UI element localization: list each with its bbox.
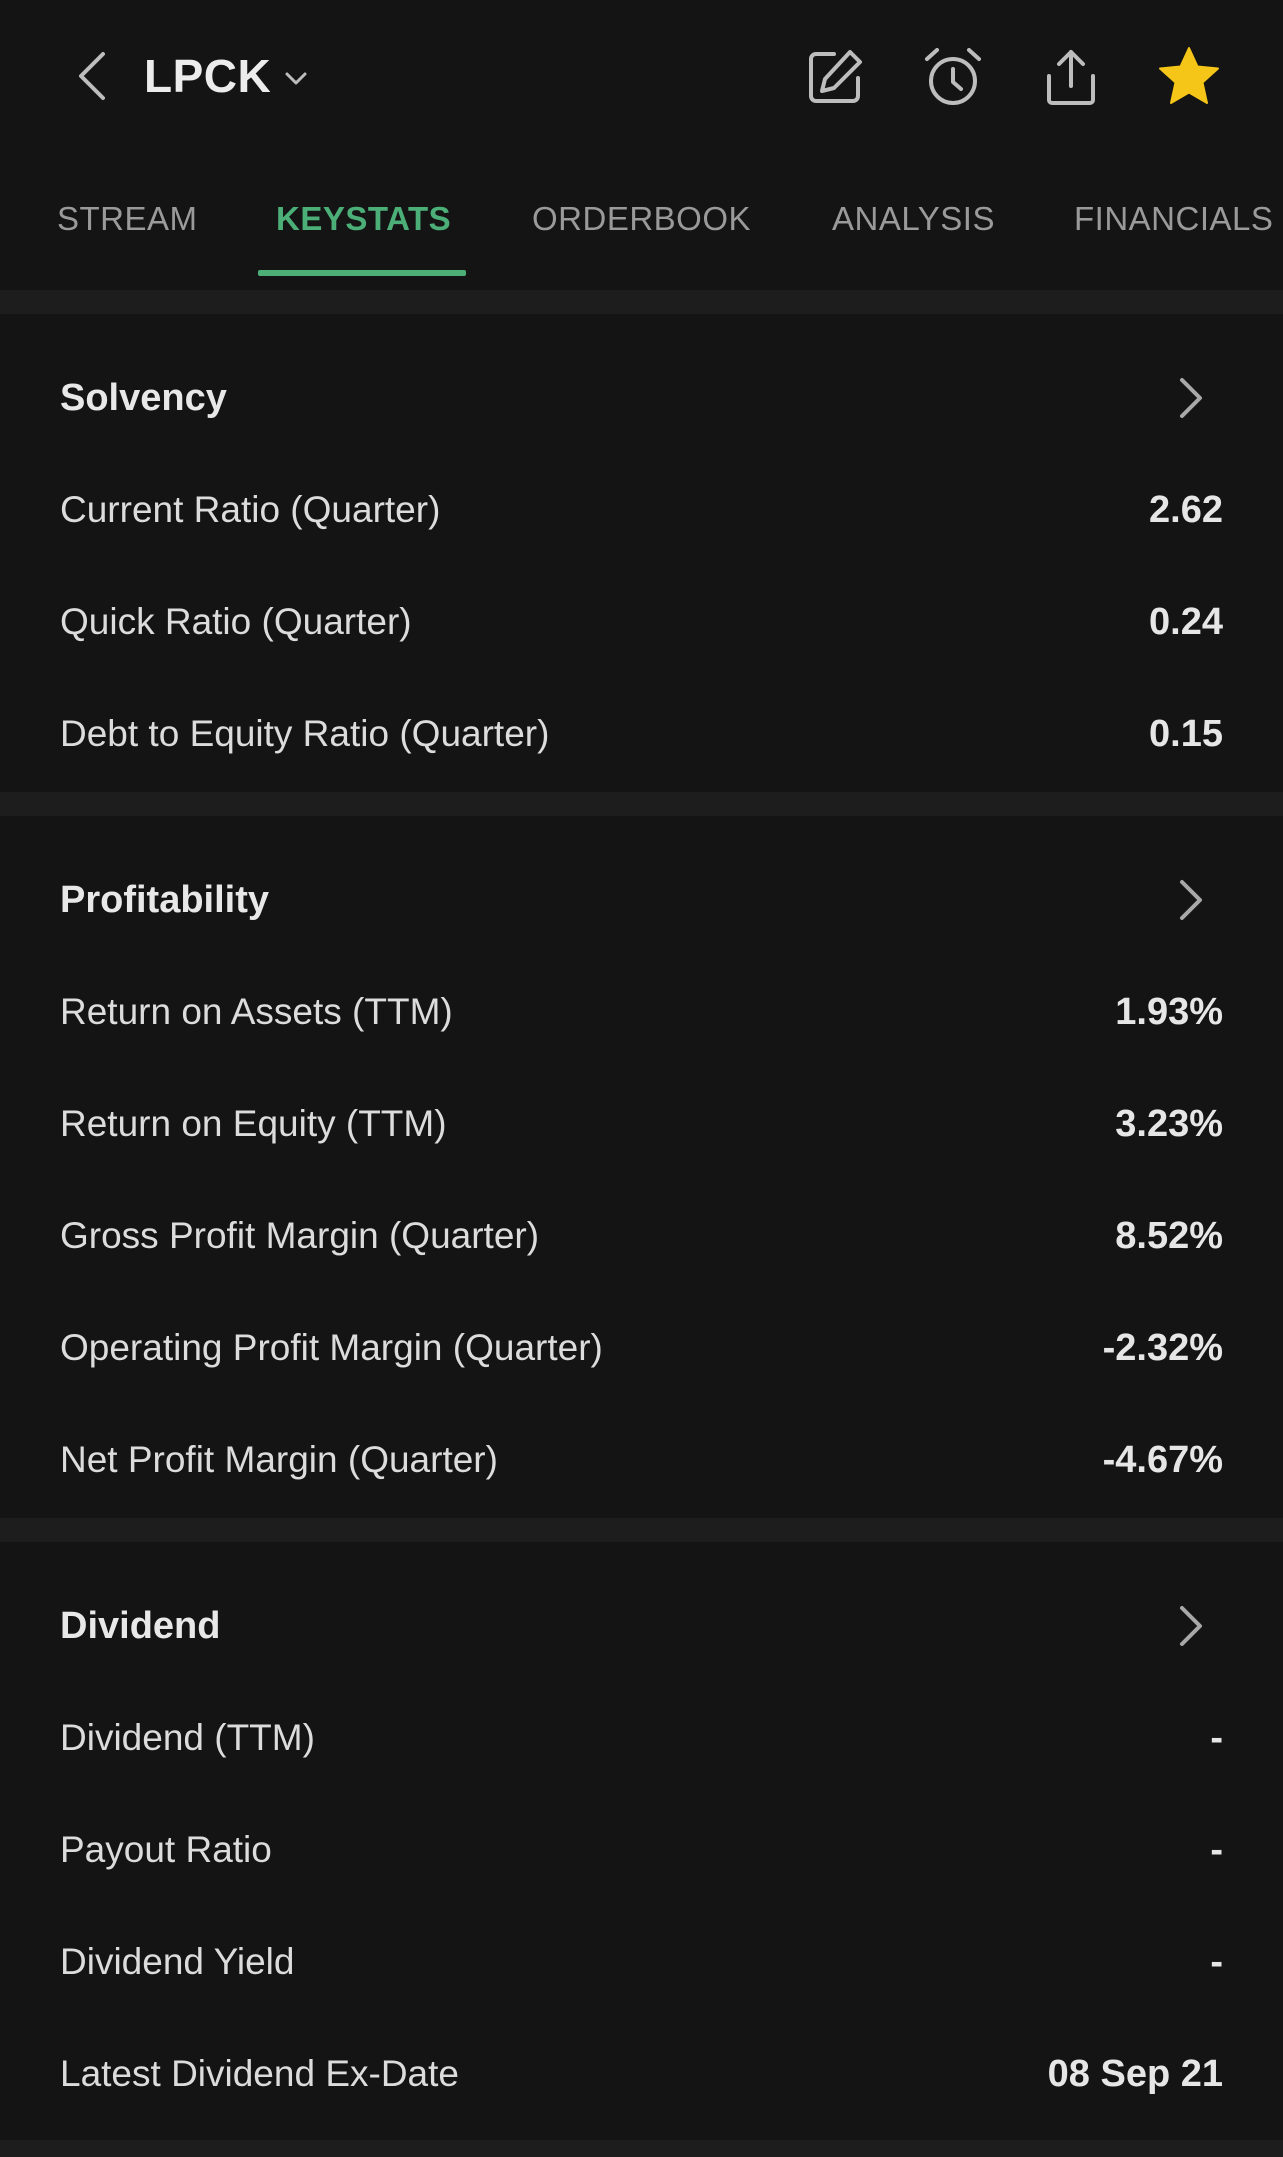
chevron-right-icon	[1169, 1604, 1213, 1648]
stat-value: 1.93%	[1115, 990, 1223, 1033]
stat-label: Dividend Yield	[60, 1941, 295, 1982]
section-header-solvency[interactable]: Solvency	[0, 348, 1283, 448]
section-title-solvency: Solvency	[60, 376, 227, 419]
top-bar: LPCK	[0, 0, 1283, 150]
stat-row-return-on-equity: Return on Equity (TTM) 3.23%	[0, 1074, 1283, 1174]
edit-icon	[809, 50, 862, 103]
stat-value: -	[1210, 1716, 1223, 1759]
stat-row-dividend-ttm: Dividend (TTM) -	[0, 1688, 1283, 1788]
stat-label: Gross Profit Margin (Quarter)	[60, 1215, 540, 1256]
section-divider	[0, 1518, 1283, 1542]
stat-value: 3.23%	[1115, 1102, 1223, 1145]
section-header-profitability[interactable]: Profitability	[0, 850, 1283, 950]
stat-label: Latest Dividend Ex-Date	[60, 2053, 459, 2094]
tab-stream[interactable]: STREAM	[57, 200, 198, 237]
tab-bar: STREAM KEYSTATS ORDERBOOK ANALYSIS FINAN…	[0, 160, 1283, 278]
stat-row-gross-profit-margin: Gross Profit Margin (Quarter) 8.52%	[0, 1186, 1283, 1286]
ticker-symbol: LPCK	[144, 50, 272, 102]
stat-row-quick-ratio: Quick Ratio (Quarter) 0.24	[0, 572, 1283, 672]
active-tab-indicator	[258, 270, 466, 276]
section-header-dividend[interactable]: Dividend	[0, 1576, 1283, 1676]
stat-row-debt-to-equity: Debt to Equity Ratio (Quarter) 0.15	[0, 684, 1283, 784]
stat-row-return-on-assets: Return on Assets (TTM) 1.93%	[0, 962, 1283, 1062]
tab-financials[interactable]: FINANCIALS	[1074, 200, 1274, 237]
stat-row-current-ratio: Current Ratio (Quarter) 2.62	[0, 460, 1283, 560]
ticker-selector[interactable]: LPCK	[144, 44, 309, 108]
stat-value: -	[1210, 1828, 1223, 1871]
stat-row-dividend-yield: Dividend Yield -	[0, 1912, 1283, 2012]
tab-keystats[interactable]: KEYSTATS	[276, 200, 452, 237]
section-divider	[0, 2140, 1283, 2157]
chevron-right-icon	[1169, 376, 1213, 420]
section-title-dividend: Dividend	[60, 1604, 221, 1647]
tab-orderbook[interactable]: ORDERBOOK	[532, 200, 752, 237]
stat-label: Dividend (TTM)	[60, 1717, 315, 1758]
stat-value: 08 Sep 21	[1047, 2052, 1223, 2095]
watchlist-button[interactable]	[1156, 44, 1222, 110]
stat-label: Current Ratio (Quarter)	[60, 489, 441, 530]
stat-value: 2.62	[1149, 488, 1223, 531]
stat-value: -2.32%	[1102, 1326, 1223, 1369]
back-button[interactable]	[70, 48, 114, 104]
stat-label: Debt to Equity Ratio (Quarter)	[60, 713, 550, 754]
stat-label: Net Profit Margin (Quarter)	[60, 1439, 498, 1480]
chevron-right-icon	[1169, 878, 1213, 922]
stat-row-net-profit-margin: Net Profit Margin (Quarter) -4.67%	[0, 1410, 1283, 1510]
stat-label: Payout Ratio	[60, 1829, 272, 1870]
stat-value: -4.67%	[1102, 1438, 1223, 1481]
star-icon	[1159, 47, 1219, 104]
section-divider	[0, 792, 1283, 816]
share-icon	[1047, 50, 1095, 105]
stat-value: -	[1210, 1940, 1223, 1983]
alarm-button[interactable]	[920, 44, 986, 110]
chevron-down-icon	[285, 72, 307, 85]
stat-value: 0.15	[1149, 712, 1223, 755]
tab-analysis[interactable]: ANALYSIS	[832, 200, 995, 237]
stat-label: Operating Profit Margin (Quarter)	[60, 1327, 603, 1368]
stat-label: Return on Assets (TTM)	[60, 991, 453, 1032]
stat-label: Quick Ratio (Quarter)	[60, 601, 412, 642]
alarm-clock-icon	[925, 48, 981, 105]
section-divider	[0, 290, 1283, 314]
stat-value: 8.52%	[1115, 1214, 1223, 1257]
section-title-profitability: Profitability	[60, 878, 270, 921]
chevron-left-icon	[79, 52, 105, 100]
stat-row-payout-ratio: Payout Ratio -	[0, 1800, 1283, 1900]
stat-row-operating-profit-margin: Operating Profit Margin (Quarter) -2.32%	[0, 1298, 1283, 1398]
stat-row-latest-ex-date: Latest Dividend Ex-Date 08 Sep 21	[0, 2024, 1283, 2124]
edit-button[interactable]	[802, 44, 868, 110]
stat-value: 0.24	[1149, 600, 1223, 643]
stat-label: Return on Equity (TTM)	[60, 1103, 447, 1144]
share-button[interactable]	[1038, 44, 1104, 110]
